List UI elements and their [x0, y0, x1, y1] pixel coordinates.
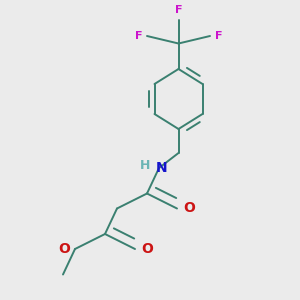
Text: O: O: [184, 202, 196, 215]
Text: H: H: [140, 159, 150, 172]
Text: O: O: [142, 242, 154, 256]
Text: F: F: [135, 31, 142, 41]
Text: F: F: [214, 31, 222, 41]
Text: N: N: [156, 161, 167, 175]
Text: F: F: [175, 5, 182, 15]
Text: O: O: [58, 242, 70, 256]
